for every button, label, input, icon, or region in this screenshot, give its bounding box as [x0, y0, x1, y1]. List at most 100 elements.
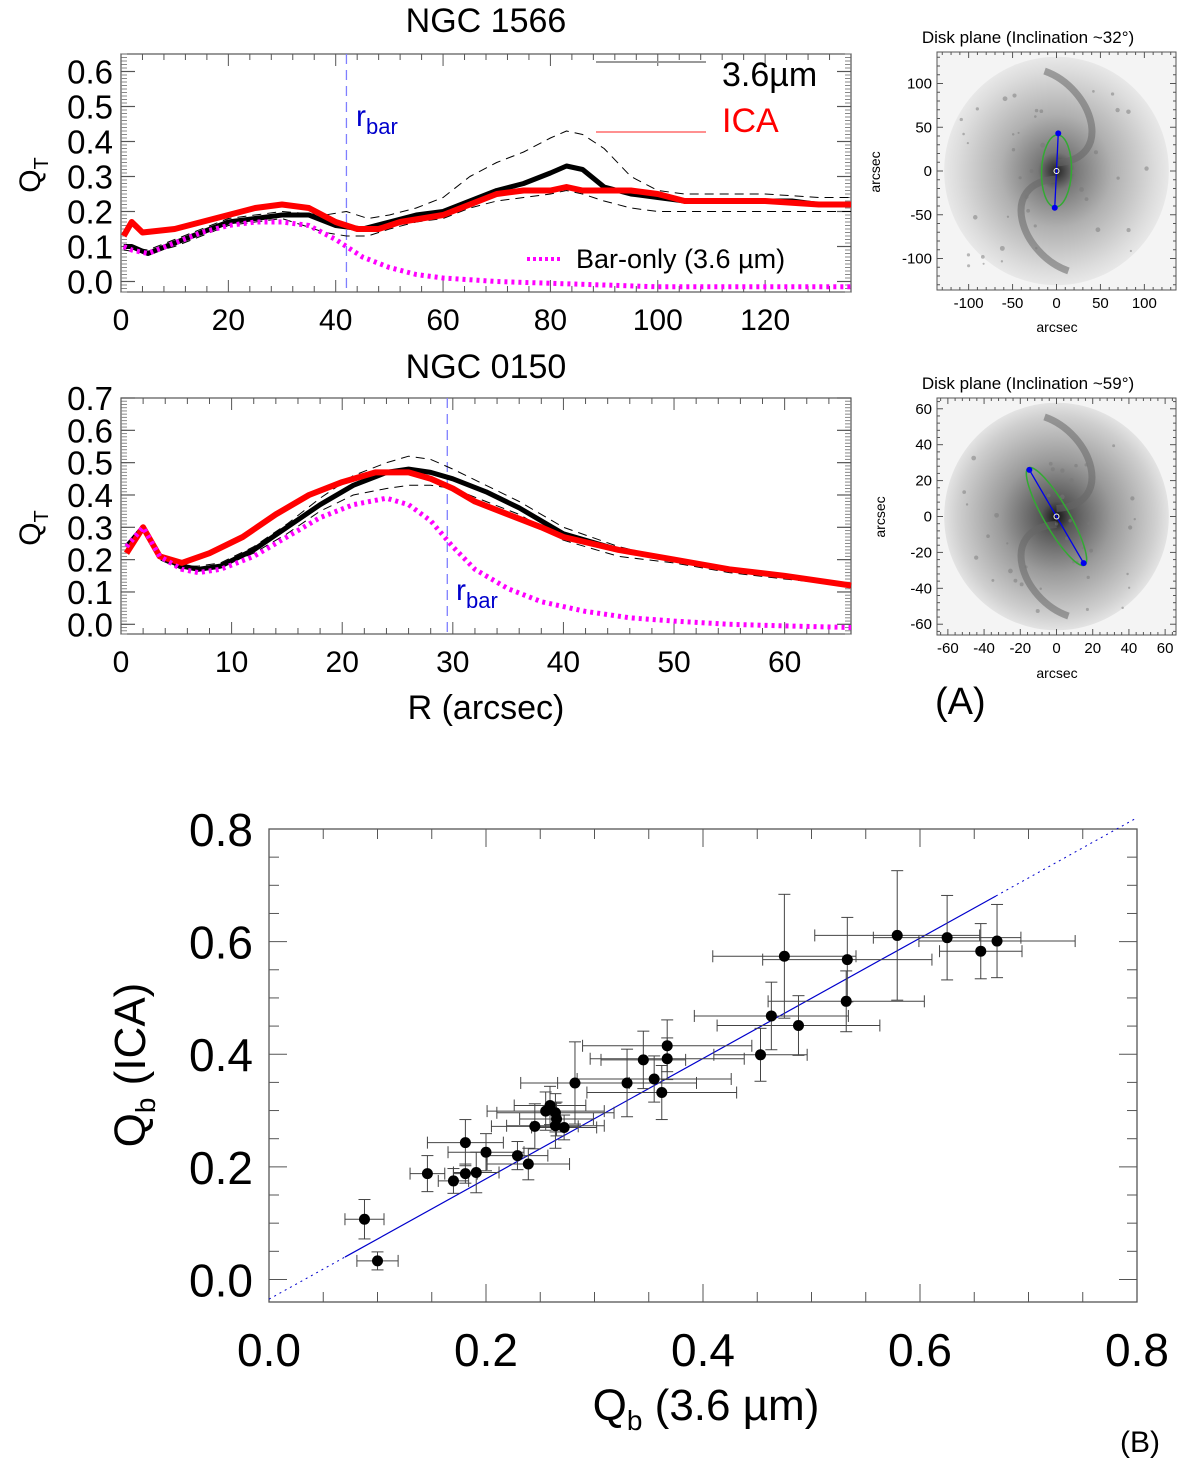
data-point	[551, 1113, 563, 1125]
data-point	[459, 1168, 471, 1180]
scatter-xlabel: Qb (3.6 µm)	[593, 1381, 820, 1436]
data-point	[765, 1010, 777, 1022]
ngc0150-title: NGC 0150	[406, 348, 567, 386]
star-speck	[1084, 463, 1088, 467]
star-speck	[1093, 150, 1098, 155]
star-speck	[1024, 565, 1028, 569]
star-speck	[1033, 224, 1037, 228]
y-tick-label: 0.0	[67, 264, 113, 301]
y-tick-label: -20	[910, 544, 932, 561]
y-tick-label: 0.0	[67, 606, 113, 643]
star-speck	[965, 503, 969, 506]
data-point	[522, 1158, 534, 1170]
y-tick-label: 0.5	[67, 89, 113, 126]
star-speck	[1074, 463, 1078, 468]
ngc0150-disk-image: Disk plane (Inclination ~59°) -60-60-40-…	[872, 374, 1177, 681]
data-point	[656, 1087, 668, 1099]
x-tick-label: 60	[768, 646, 801, 679]
star-speck	[1034, 108, 1039, 113]
star-speck	[1050, 467, 1055, 472]
star-speck	[1087, 521, 1092, 526]
y-tick-label: 60	[915, 401, 932, 418]
x-tick-label: 20	[1084, 640, 1101, 657]
x-tick-label: 100	[633, 304, 683, 337]
data-point	[841, 954, 853, 966]
star-speck	[1013, 578, 1018, 583]
y-tick-label: 0.3	[67, 509, 113, 546]
star-speck	[972, 215, 978, 220]
y-tick-label: 50	[915, 119, 932, 136]
legend-label-ica: ICA	[722, 102, 779, 140]
star-speck	[1121, 606, 1124, 610]
star-speck	[1095, 227, 1101, 233]
x-tick-label: -100	[954, 295, 984, 312]
x-tick-label: 0.4	[671, 1324, 735, 1376]
star-speck	[1069, 478, 1074, 483]
y-tick-label: 0.7	[67, 380, 113, 417]
x-tick-label: 10	[215, 646, 248, 679]
star-speck	[962, 490, 967, 494]
fit-line-dotted	[268, 1256, 346, 1300]
data-point	[991, 935, 1003, 947]
star-speck	[1086, 575, 1090, 579]
star-speck	[1126, 109, 1131, 114]
star-speck	[962, 132, 965, 136]
x-tick-label: 0.6	[888, 1324, 952, 1376]
x-tick-label: 50	[657, 646, 690, 679]
star-speck	[1035, 608, 1040, 613]
star-speck	[1081, 546, 1085, 550]
x-tick-label: -50	[1002, 295, 1024, 312]
y-tick-label: 100	[907, 76, 932, 93]
ngc0150-ylabel: QT	[14, 510, 53, 546]
star-speck	[975, 107, 979, 111]
center-marker	[1053, 513, 1060, 520]
y-tick-label: 0.6	[67, 54, 113, 91]
star-speck	[1006, 215, 1010, 218]
star-speck	[999, 245, 1005, 251]
star-speck	[1079, 187, 1084, 192]
bar-end-marker	[1051, 204, 1058, 211]
y-tick-label: 0.8	[189, 804, 253, 856]
ngc0150-disk-ylabel: arcsec	[872, 496, 888, 537]
x-tick-label: 0	[1052, 640, 1060, 657]
star-speck	[966, 253, 971, 257]
data-point	[558, 1121, 570, 1133]
x-tick-label: 20	[326, 646, 359, 679]
x-tick-label: 30	[436, 646, 469, 679]
star-speck	[966, 141, 969, 145]
y-tick-label: 0	[924, 509, 932, 526]
star-speck	[1048, 461, 1053, 466]
star-speck	[1018, 176, 1022, 180]
star-speck	[1092, 90, 1095, 93]
star-speck	[1000, 260, 1004, 263]
data-point	[661, 1040, 673, 1052]
y-tick-label: 40	[915, 437, 932, 454]
star-speck	[1128, 586, 1131, 589]
y-tick-label: 0.6	[67, 412, 113, 449]
data-point	[470, 1166, 482, 1178]
series-line-3-6-m-upper-error	[126, 455, 852, 586]
y-tick-label: -50	[910, 207, 932, 224]
ngc1566-disk-xlabel: arcsec	[1036, 319, 1077, 335]
star-speck	[1116, 176, 1120, 180]
data-point	[637, 1054, 649, 1066]
series-line-ica	[123, 469, 852, 589]
y-tick-label: 0.6	[189, 917, 253, 969]
star-speck	[1089, 548, 1094, 553]
x-tick-label: 0.8	[1105, 1324, 1169, 1376]
series-line-3-6-m-upper-error	[123, 130, 851, 251]
star-speck	[1046, 493, 1051, 498]
star-speck	[1029, 169, 1034, 173]
y-tick-label: 0.2	[189, 1142, 253, 1194]
x-tick-label: 120	[740, 304, 790, 337]
y-tick-label: 0.0	[189, 1254, 253, 1306]
x-tick-label: 40	[547, 646, 580, 679]
star-speck	[1112, 444, 1116, 448]
legend-label-3p6: 3.6µm	[722, 56, 817, 94]
y-tick-label: 0.4	[189, 1029, 253, 1081]
data-point	[511, 1150, 523, 1162]
ngc0150-xlabel: R (arcsec)	[408, 689, 565, 727]
data-point	[447, 1175, 459, 1187]
star-speck	[1034, 115, 1037, 118]
